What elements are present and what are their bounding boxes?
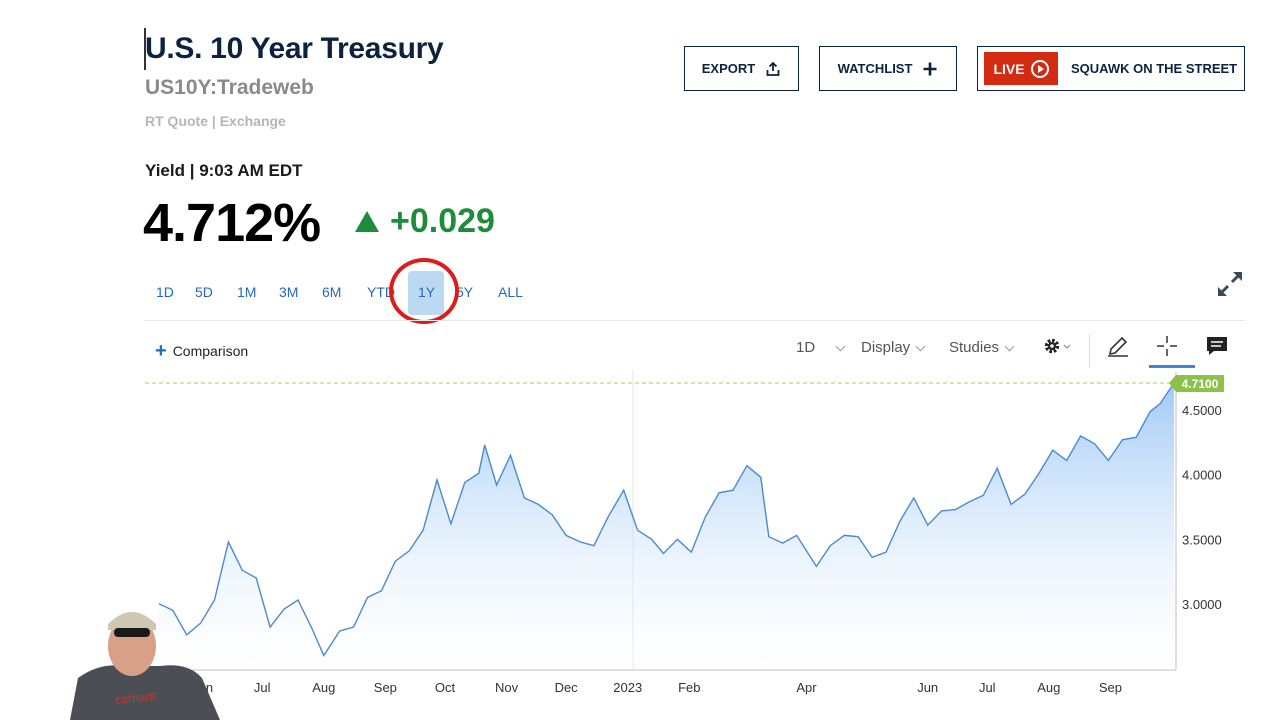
toolbar-separator [1089, 334, 1090, 368]
x-tick-label: Feb [678, 680, 700, 695]
up-arrow-icon [355, 211, 379, 232]
last-value-badge: 4.7100 [1169, 375, 1224, 392]
watchlist-button[interactable]: WATCHLIST [819, 46, 957, 91]
x-tick-label: Apr [796, 680, 817, 695]
x-tick-label: Dec [555, 680, 579, 695]
x-tick-label: Sep [1099, 680, 1122, 695]
comment-icon[interactable] [1205, 334, 1229, 358]
y-tick-label: 4.0000 [1182, 468, 1222, 483]
squawk-label: SQUAWK ON THE STREET [1071, 61, 1238, 76]
y-tick-label: 3.0000 [1182, 597, 1222, 612]
x-tick-label: 2023 [613, 680, 642, 695]
x-tick-label: Aug [1037, 680, 1060, 695]
export-label: EXPORT [701, 61, 756, 76]
range-1m[interactable]: 1M [237, 284, 257, 300]
last-price: 4.712% [143, 193, 321, 253]
expand-icon[interactable] [1214, 268, 1246, 300]
symbol-label: US10Y:Tradeweb [145, 76, 314, 99]
chevron-down-icon [1004, 341, 1015, 351]
text-cursor [144, 28, 146, 70]
range-5y[interactable]: 5Y [456, 284, 474, 300]
x-tick-label: Nov [495, 680, 519, 695]
x-tick-label: Aug [312, 680, 335, 695]
quote-info: RT Quote | Exchange [145, 113, 286, 129]
plus-icon: + [155, 340, 167, 362]
range-6m[interactable]: 6M [322, 284, 342, 300]
y-tick-label: 4.5000 [1182, 403, 1222, 418]
display-dropdown[interactable]: Display [861, 339, 926, 356]
squawk-live-button[interactable]: LIVE SQUAWK ON THE STREET [977, 46, 1245, 91]
range-ytd[interactable]: YTD [367, 284, 395, 300]
live-label: LIVE [993, 60, 1025, 77]
svg-text:carhartt: carhartt [115, 689, 158, 707]
range-1d[interactable]: 1D [156, 284, 174, 300]
last-value-label: 4.7100 [1182, 377, 1219, 391]
page-title: U.S. 10 Year Treasury [145, 32, 444, 65]
studies-label: Studies [949, 339, 1000, 356]
webcam-overlay: carhartt [70, 612, 220, 720]
annotation-circle [389, 258, 459, 324]
pencil-icon[interactable] [1106, 334, 1130, 358]
plus-icon [923, 62, 937, 75]
range-3m[interactable]: 3M [279, 284, 299, 300]
comparison-button[interactable]: + Comparison [155, 340, 249, 362]
studies-dropdown[interactable]: Studies [949, 339, 1015, 356]
settings-icon[interactable] [1042, 336, 1072, 358]
series-line [158, 382, 1175, 657]
series-area [158, 383, 1174, 670]
active-tool-indicator [1149, 365, 1195, 368]
interval-dropdown[interactable]: 1D [796, 339, 846, 356]
range-5d[interactable]: 5D [195, 284, 213, 300]
export-icon [766, 61, 780, 76]
x-tick-label: Oct [435, 680, 456, 695]
x-tick-label: Jul [254, 680, 271, 695]
play-icon [1030, 59, 1049, 78]
export-button[interactable]: EXPORT [684, 46, 799, 91]
range-all[interactable]: ALL [498, 284, 523, 300]
live-badge: LIVE [984, 52, 1058, 85]
watchlist-label: WATCHLIST [837, 61, 913, 76]
x-tick-label: Jul [979, 680, 996, 695]
chevron-down-icon [835, 341, 846, 351]
crosshair-icon[interactable] [1155, 334, 1179, 358]
y-tick-label: 3.5000 [1182, 532, 1222, 547]
display-label: Display [861, 339, 911, 356]
x-tick-label: Sep [374, 680, 397, 695]
chevron-down-icon [915, 341, 926, 351]
x-tick-label: Jun [917, 680, 938, 695]
price-change: +0.029 [390, 202, 495, 240]
interval-label: 1D [796, 339, 816, 356]
section-divider [145, 320, 1245, 321]
yield-timestamp: Yield | 9:03 AM EDT [145, 161, 303, 180]
comparison-label: Comparison [172, 343, 249, 359]
